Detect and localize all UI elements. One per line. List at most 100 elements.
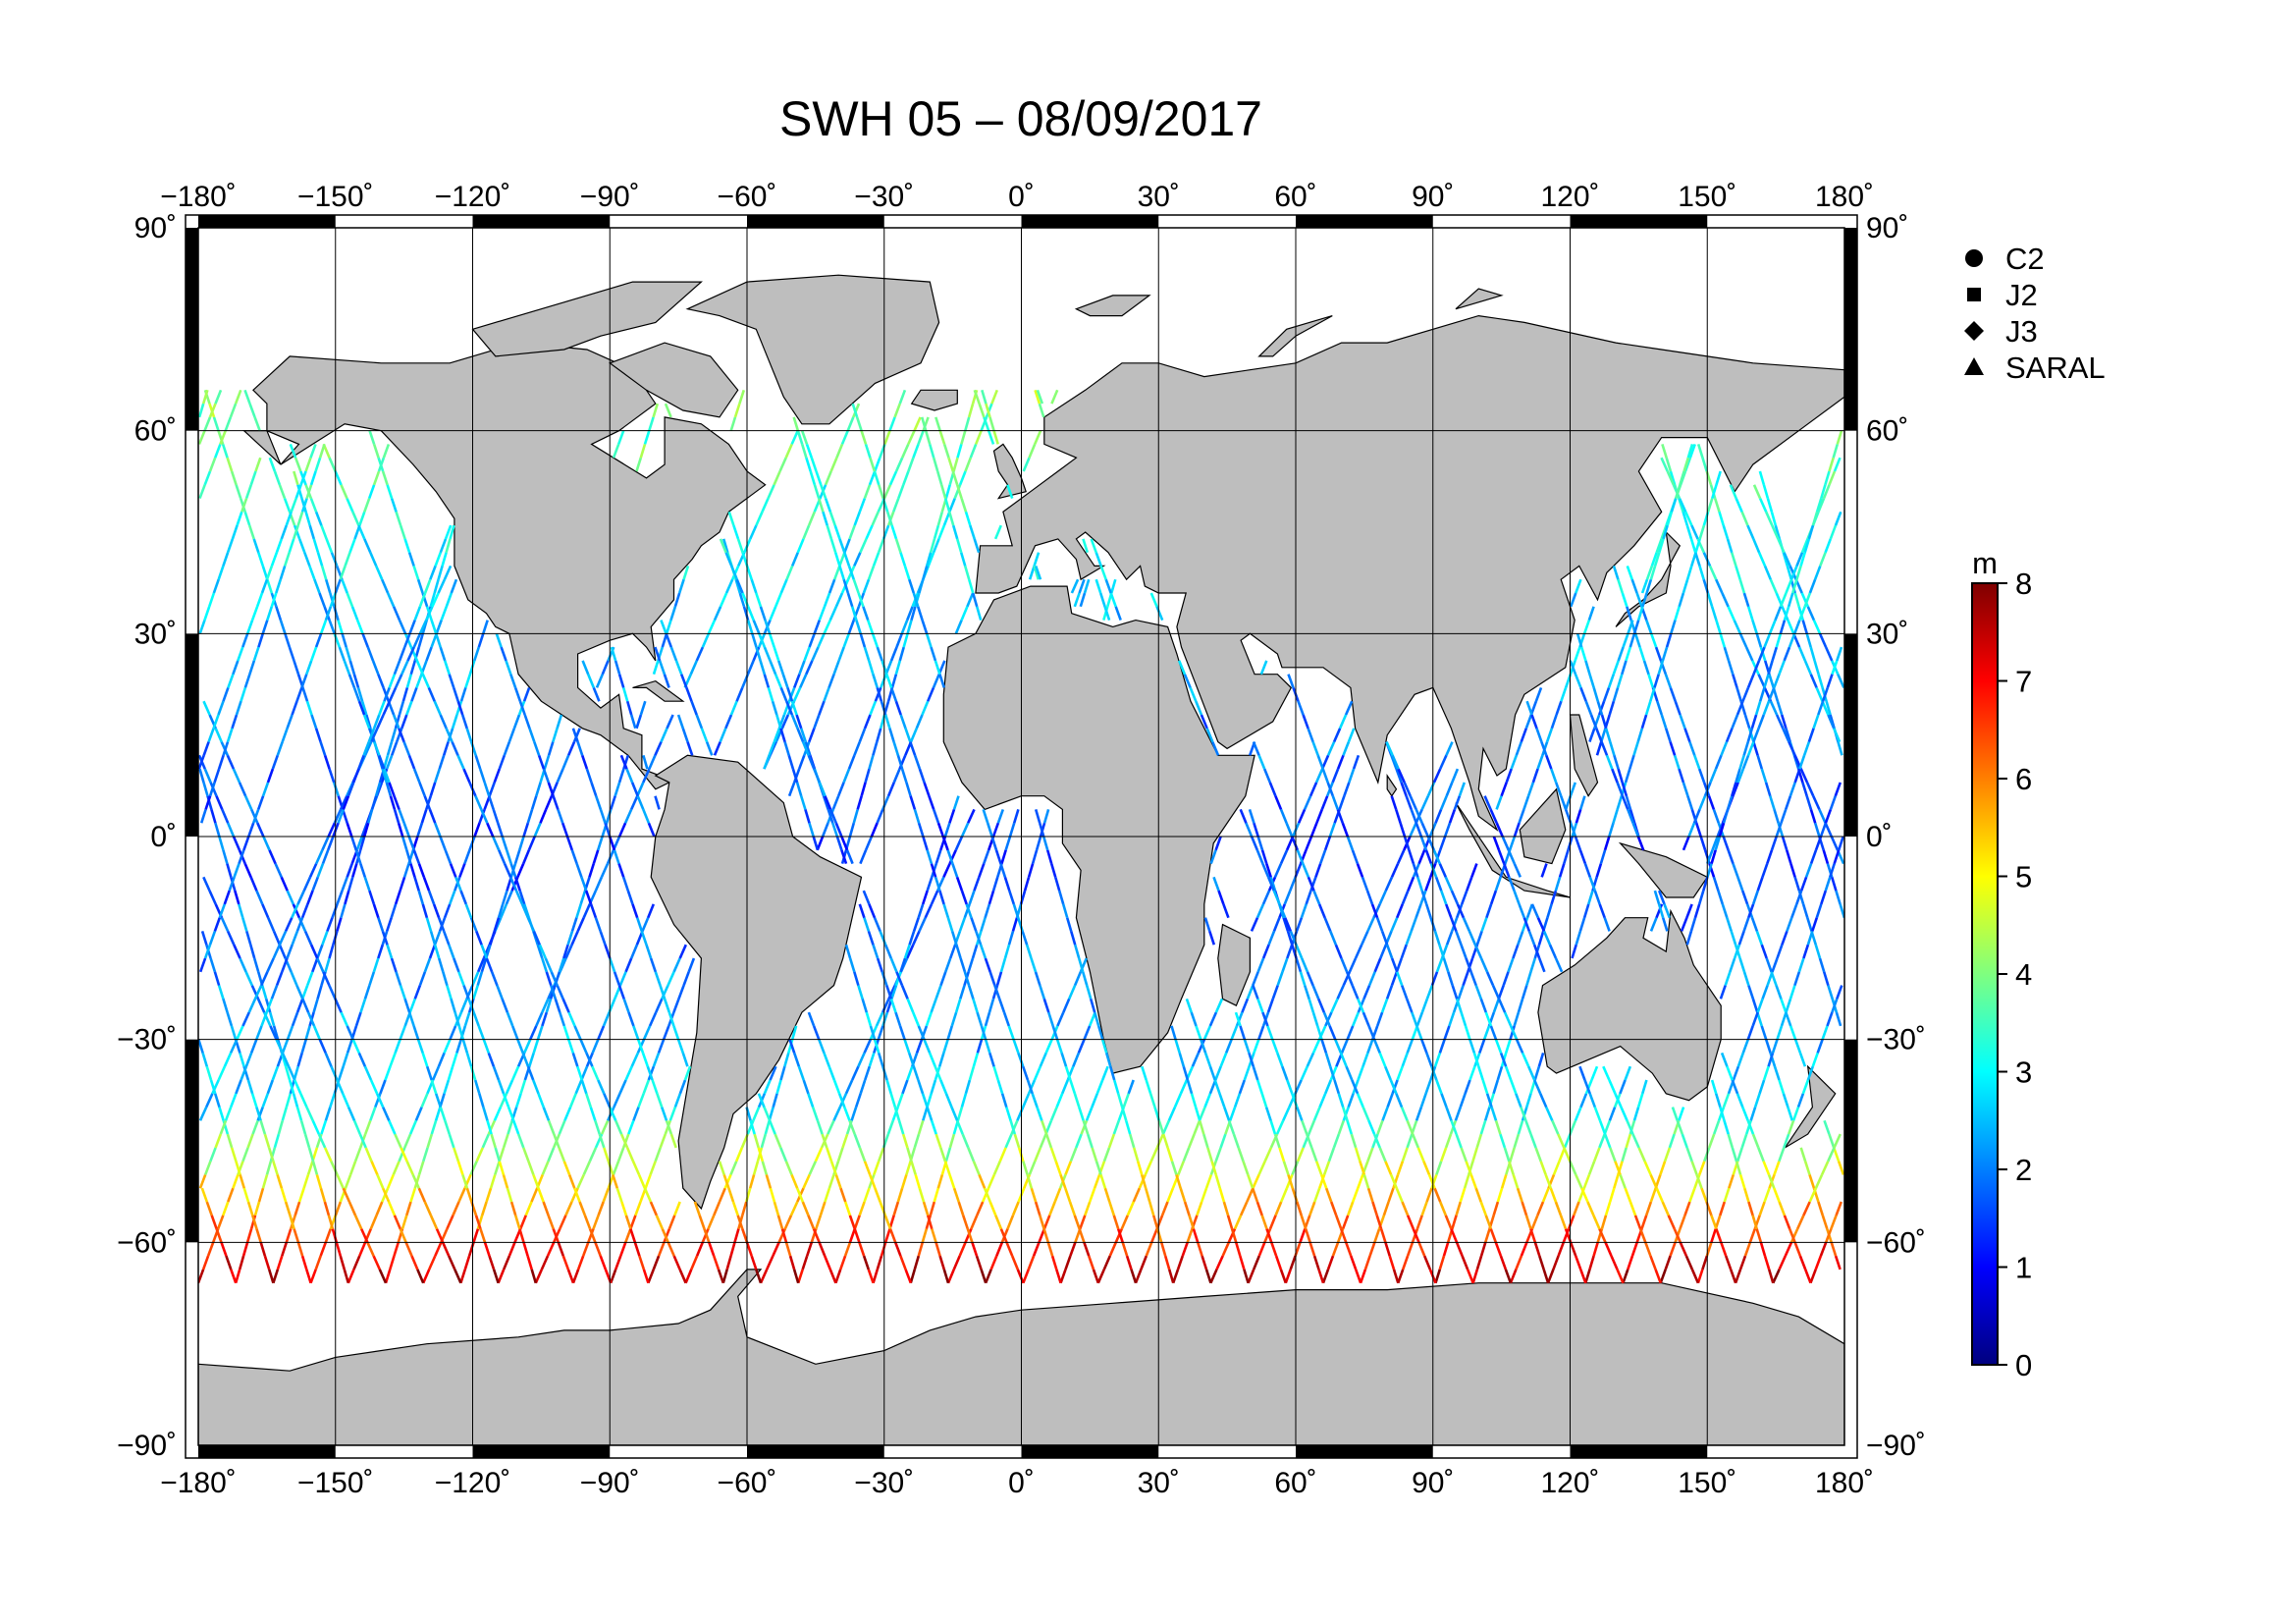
track-segment [1167,1107,1177,1121]
track-segment [922,1107,929,1121]
track-segment [763,1107,772,1121]
track-segment [362,714,371,730]
track-segment [792,1052,801,1067]
track-segment [764,620,772,634]
track-segment [893,1107,901,1121]
track-segment [305,1269,312,1284]
track-segment [1657,890,1666,905]
track-segment [198,403,205,418]
track-segment [1222,1201,1230,1217]
track-segment [812,1228,821,1243]
track-segment [333,606,340,621]
track-segment [1303,795,1312,810]
track-segment [1192,1228,1200,1243]
track-segment [1816,1039,1824,1054]
track-segment [422,1147,429,1163]
track-segment [1820,890,1828,905]
track-segment [843,1107,851,1121]
track-segment [248,403,256,418]
track-segment [418,620,428,634]
track-segment [448,1255,456,1271]
track-segment [234,890,240,905]
track-segment [1481,1079,1489,1095]
track-segment [1727,849,1735,865]
track-segment [1674,606,1681,621]
track-segment [1044,1039,1053,1054]
track-segment [1010,1255,1020,1271]
track-segment [618,971,627,987]
track-segment [1746,1119,1755,1135]
track-segment [654,646,662,662]
track-segment [1495,822,1504,838]
track-segment [581,660,590,676]
track-segment [1200,1187,1208,1203]
track-segment [1434,1269,1442,1284]
track-segment [464,674,472,688]
track-segment [1178,1053,1186,1067]
track-segment [1764,782,1772,797]
track-segment [813,714,821,730]
frame-segment [1844,633,1857,837]
track-segment [1826,674,1834,688]
track-segment [685,686,693,702]
track-segment [576,741,584,756]
track-segment [276,1174,284,1189]
track-segment [859,632,867,648]
track-segment [439,646,447,662]
track-segment [895,632,904,648]
track-segment [942,903,950,919]
track-segment [336,890,344,905]
track-segment [1663,1147,1672,1163]
track-segment [1347,728,1356,743]
track-segment [353,1215,363,1230]
track-segment [1738,754,1745,770]
track-segment [813,484,821,499]
track-segment [317,1133,327,1149]
track-segment [1771,524,1780,540]
track-segment [1744,646,1754,662]
track-segment [1513,822,1521,838]
track-segment [1729,957,1736,973]
track-segment [453,957,460,973]
track-segment [741,1228,749,1243]
track-segment [903,1039,911,1054]
track-segment [1685,903,1693,919]
track-segment [1462,917,1471,932]
track-segment [1678,592,1685,608]
track-segment [306,1161,314,1175]
track-segment [346,822,353,838]
track-segment [1750,714,1758,730]
x-tick-label-bottom: 120˚ [1540,1467,1599,1499]
track-segment [631,903,639,919]
track-segment [785,565,794,580]
track-segment [208,403,217,418]
track-segment [976,1011,984,1027]
track-segment [1350,1133,1358,1149]
track-segment [450,998,456,1013]
track-segment [344,1173,352,1189]
track-segment [1625,646,1632,662]
track-segment [1489,1228,1498,1243]
track-segment [272,930,282,946]
track-segment [1345,1065,1354,1081]
track-segment [1715,578,1724,594]
track-segment [654,741,663,756]
track-segment [576,1173,585,1189]
track-segment [1190,1011,1198,1027]
legend-label: J2 [2005,278,2038,312]
track-segment [1033,1065,1041,1081]
track-segment [983,1187,991,1203]
track-segment [1357,998,1365,1013]
track-segment [1661,444,1668,459]
track-segment [1250,917,1259,932]
track-segment [1057,890,1065,905]
track-segment [232,768,241,784]
track-segment [609,957,616,973]
track-segment [952,795,960,810]
track-segment [372,1255,381,1271]
track-segment [918,578,925,594]
track-segment [1736,1052,1745,1067]
y-tick-label-left: −30˚ [117,1024,177,1056]
track-segment [1521,985,1528,1000]
track-segment [942,1039,949,1054]
